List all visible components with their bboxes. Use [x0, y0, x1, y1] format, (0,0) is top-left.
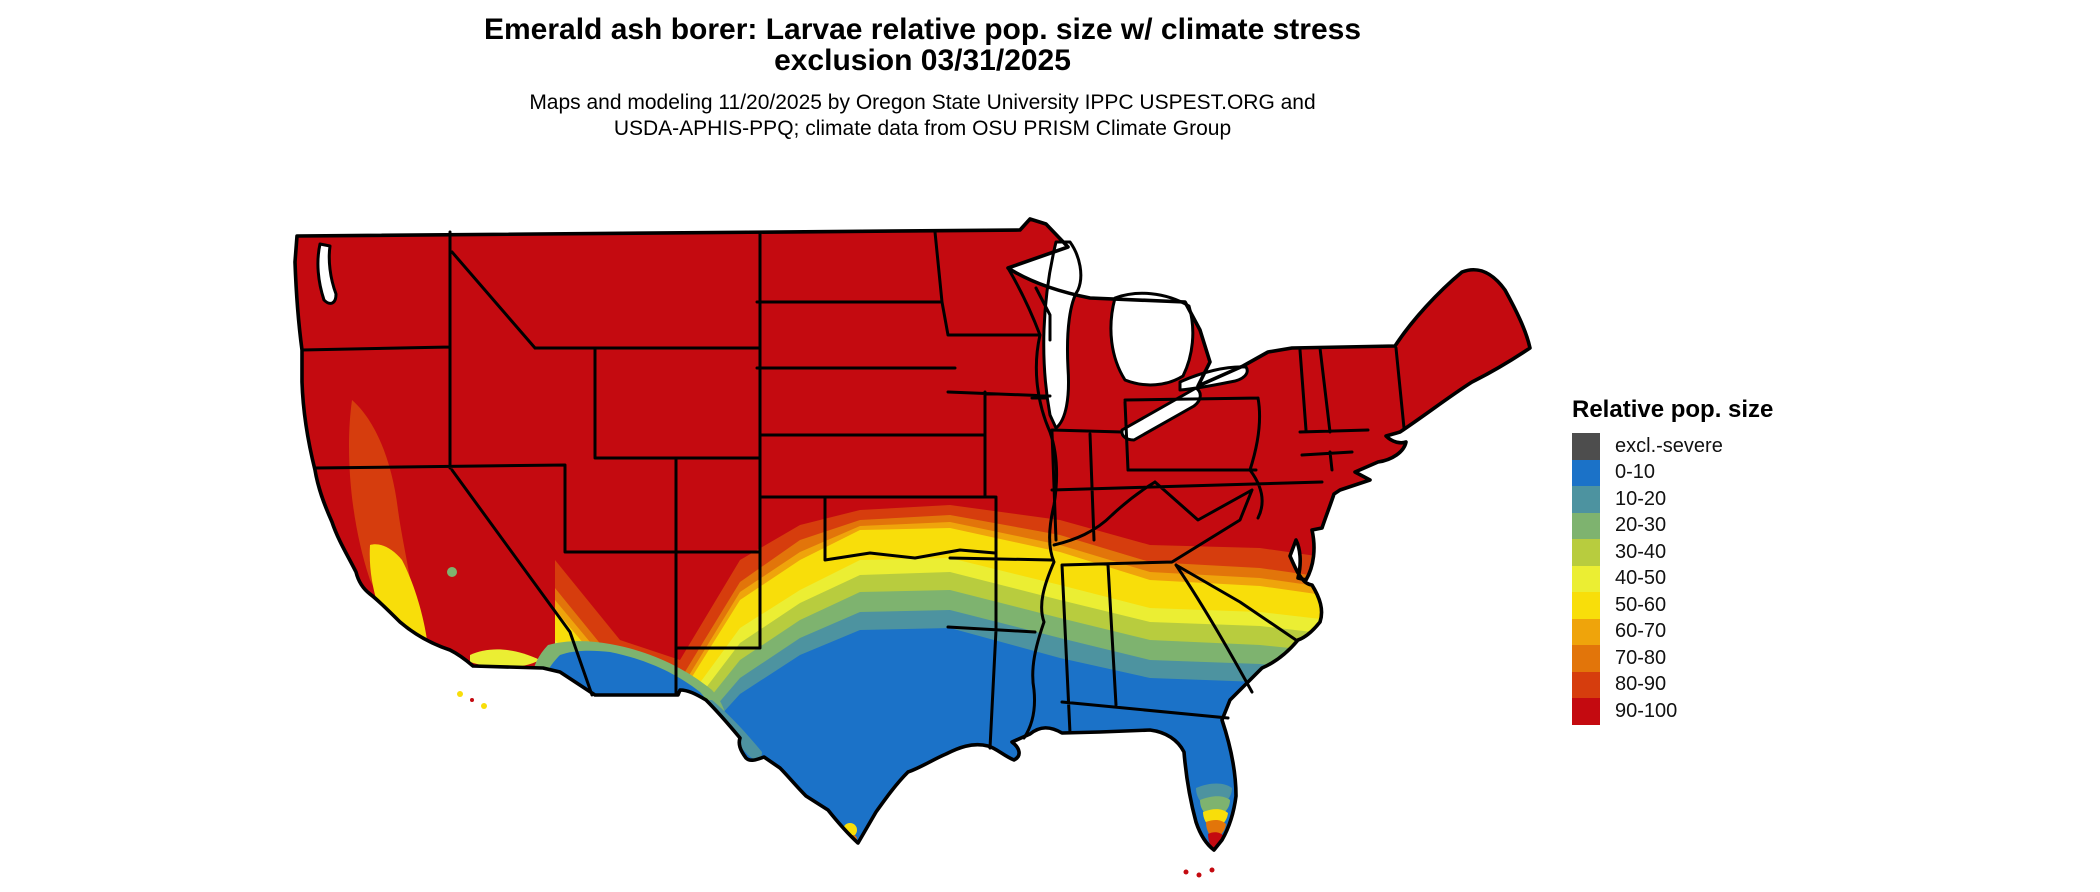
- patch-sierra-green: [447, 567, 457, 577]
- legend-swatch: [1572, 512, 1600, 539]
- legend-swatch: [1572, 433, 1600, 460]
- legend: Relative pop. size excl.-severe 0-10 10-20…: [1572, 396, 1872, 725]
- map-subtitle-line2: USDA-APHIS-PPQ; climate data from OSU PR…: [613, 117, 1232, 140]
- legend-item: 10-20: [1572, 486, 1872, 513]
- legend-label: 50-60: [1615, 593, 1667, 616]
- legend-label: excl.-severe: [1615, 434, 1723, 457]
- small-islands: [457, 691, 1215, 878]
- legend-label: 90-100: [1615, 699, 1678, 722]
- map-subtitle: Maps and modeling 11/20/2025 by Oregon S…: [0, 90, 1845, 142]
- legend-swatch: [1572, 698, 1600, 725]
- legend-label: 40-50: [1615, 567, 1667, 590]
- map-title-line1: Emerald ash borer: Larvae relative pop. …: [483, 13, 1362, 46]
- patch-socal-coast-yellow: [470, 649, 540, 668]
- legend-label: 10-20: [1615, 487, 1667, 510]
- legend-label: 60-70: [1615, 620, 1667, 643]
- raster-fill-layers: [295, 219, 1530, 850]
- legend-label: 30-40: [1615, 540, 1667, 563]
- legend-label: 80-90: [1615, 673, 1667, 696]
- patch-ca-valley-yellow: [369, 544, 428, 650]
- legend-item: 50-60: [1572, 592, 1872, 619]
- legend-item: 20-30: [1572, 512, 1872, 539]
- legend-swatch: [1572, 592, 1600, 619]
- state-borders: [300, 230, 1406, 750]
- legend-swatch: [1572, 618, 1600, 645]
- legend-swatch: [1572, 671, 1600, 698]
- legend-item: 30-40: [1572, 539, 1872, 566]
- legend-item: 70-80: [1572, 645, 1872, 672]
- legend-item: 0-10: [1572, 459, 1872, 486]
- us-outline: [293, 217, 1532, 852]
- lake-huron: [1109, 291, 1195, 387]
- map-subtitle-line1: Maps and modeling 11/20/2025 by Oregon S…: [529, 91, 1316, 114]
- legend-swatch: [1572, 645, 1600, 672]
- legend-swatch: [1572, 539, 1600, 566]
- legend-title: Relative pop. size: [1572, 396, 1774, 423]
- legend-items: excl.-severe 0-10 10-20 20-30 30-40 40-50 50-6…: [1572, 433, 1872, 725]
- legend-item: 40-50: [1572, 565, 1872, 592]
- legend-label: 70-80: [1615, 646, 1667, 669]
- legend-item: excl.-severe: [1572, 433, 1872, 460]
- legend-label: 0-10: [1615, 461, 1656, 484]
- legend-swatch: [1572, 486, 1600, 513]
- legend-item: 80-90: [1572, 671, 1872, 698]
- puget-sound: [316, 242, 338, 305]
- map-title-line2: exclusion 03/31/2025: [774, 44, 1071, 77]
- legend-item: 60-70: [1572, 618, 1872, 645]
- legend-label: 20-30: [1615, 514, 1667, 537]
- legend-swatch: [1572, 459, 1600, 486]
- legend-item: 90-100: [1572, 698, 1872, 725]
- legend-swatch: [1572, 565, 1600, 592]
- lake-erie: [1120, 386, 1202, 442]
- header: Emerald ash borer: Larvae relative pop. …: [0, 14, 1845, 142]
